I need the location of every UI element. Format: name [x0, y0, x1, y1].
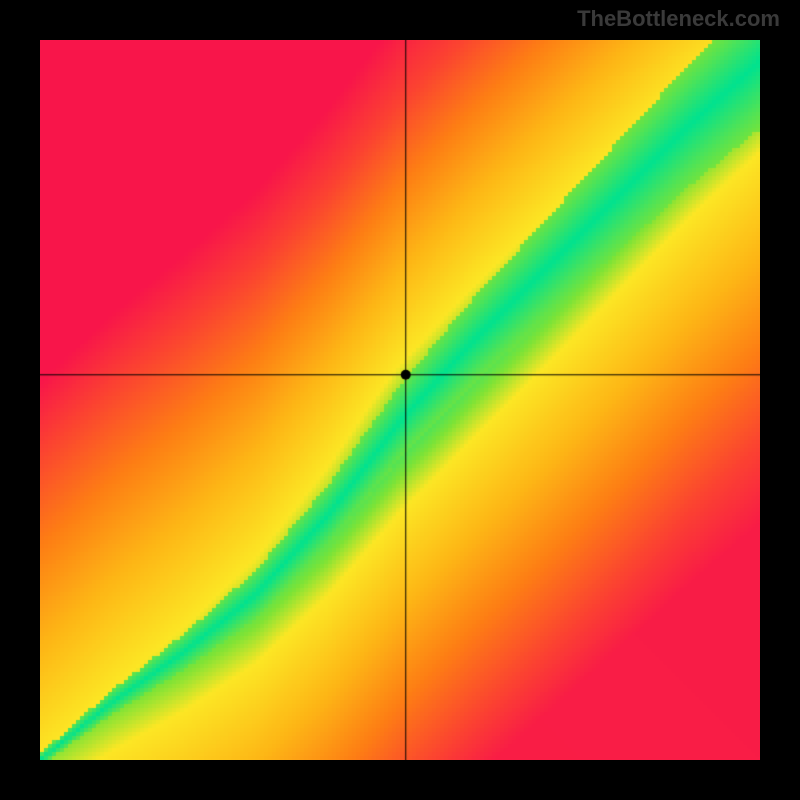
watermark-text: TheBottleneck.com: [577, 6, 780, 32]
chart-container: TheBottleneck.com: [0, 0, 800, 800]
plot-area: [40, 40, 760, 760]
heatmap-canvas: [40, 40, 760, 760]
